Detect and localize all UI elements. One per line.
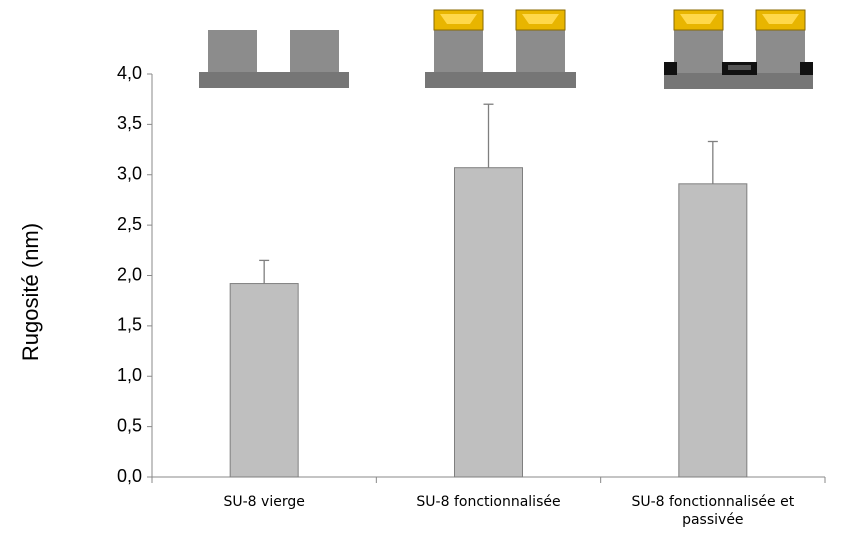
y-tick-label: 1,0	[117, 365, 142, 385]
y-tick-label: 0,5	[117, 415, 142, 435]
y-tick-label: 2,5	[117, 214, 142, 234]
x-tick-label: SU-8 fonctionnalisée et passivée	[631, 494, 795, 528]
icon-gold-shine	[440, 14, 477, 24]
icon-pillar	[674, 30, 723, 73]
icon-base	[425, 72, 576, 88]
bar	[454, 167, 523, 478]
icon-passivation	[800, 62, 813, 75]
icons	[199, 9, 813, 89]
y-tick-label: 4,0	[117, 63, 142, 83]
icon-base	[664, 73, 813, 89]
bar	[678, 183, 748, 478]
icon-pillar	[208, 30, 257, 72]
y-tick-label: 1,5	[117, 315, 142, 335]
y-axis-label: Rugosité (nm)	[18, 223, 43, 361]
x-tick-label: SU-8 vierge	[223, 494, 305, 510]
icon-pillar	[756, 30, 805, 73]
icon-gold-shine	[522, 14, 559, 24]
icon-pillar	[434, 30, 483, 72]
y-tick-label: 3,0	[117, 164, 142, 184]
icon-passivation-shine	[728, 65, 751, 70]
y-tick-label: 3,5	[117, 113, 142, 133]
icon-pillar	[290, 30, 339, 72]
icon-pillar	[516, 30, 565, 72]
icon-gold-shine	[680, 14, 717, 24]
bar	[229, 283, 299, 478]
x-tick-label: SU-8 fonctionnalisée	[416, 494, 561, 510]
y-tick-label: 0,0	[117, 466, 142, 486]
icon-base	[199, 72, 349, 88]
icon-passivation	[664, 62, 677, 75]
y-tick-label: 2,0	[117, 264, 142, 284]
icon-gold-shine	[762, 14, 799, 24]
